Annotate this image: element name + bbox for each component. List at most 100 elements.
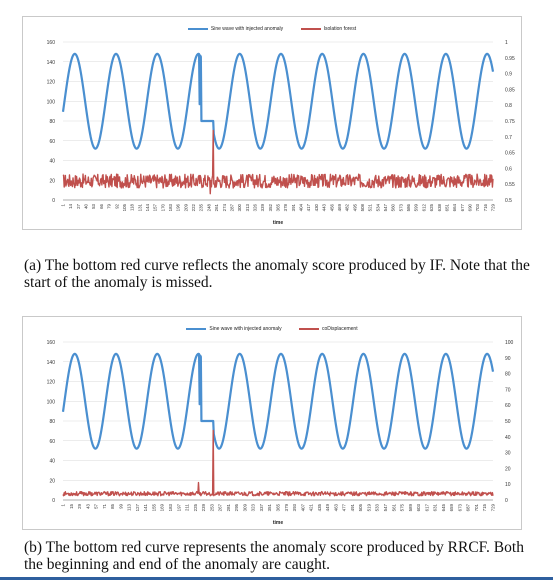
x-tick-label: 281 xyxy=(226,503,231,511)
x-tick-label: 638 xyxy=(437,203,442,211)
series-line-sine xyxy=(61,52,495,150)
x-axis-title: time xyxy=(273,520,284,526)
x-axis-title: time xyxy=(273,220,284,226)
x-tick-label: 560 xyxy=(391,203,396,211)
y-right-tick-label: 0 xyxy=(505,498,508,504)
x-tick-label: 391 xyxy=(291,203,296,211)
x-tick-label: 40 xyxy=(84,203,89,208)
legend-item-isolation-forest: Isolation forest xyxy=(300,26,356,32)
x-tick-label: 313 xyxy=(245,203,250,211)
x-tick-label: 651 xyxy=(444,203,449,211)
x-tick-label: 589 xyxy=(408,503,413,511)
y-left-tick-label: 20 xyxy=(49,178,55,184)
x-tick-label: 337 xyxy=(259,503,264,511)
x-tick-label: 495 xyxy=(352,203,357,211)
x-tick-label: 404 xyxy=(299,203,304,211)
x-tick-label: 664 xyxy=(452,203,457,211)
x-tick-label: 27 xyxy=(76,203,81,208)
x-tick-label: 105 xyxy=(122,203,127,211)
y-right-tick-label: 80 xyxy=(505,372,511,378)
x-tick-label: 197 xyxy=(176,503,181,511)
y-right-tick-label: 0.9 xyxy=(505,72,512,78)
x-tick-label: 309 xyxy=(242,503,247,511)
x-tick-label: 323 xyxy=(251,503,256,511)
y-left-tick-label: 140 xyxy=(47,60,56,66)
y-left-tick-label: 80 xyxy=(49,419,55,425)
x-tick-label: 715 xyxy=(482,503,487,511)
x-tick-label: 209 xyxy=(183,203,188,211)
x-tick-label: 113 xyxy=(127,503,132,511)
y-right-tick-label: 10 xyxy=(505,482,511,488)
x-tick-label: 339 xyxy=(260,203,265,211)
x-tick-label: 352 xyxy=(268,203,273,211)
x-tick-label: 326 xyxy=(252,203,257,211)
x-tick-label: 561 xyxy=(391,503,396,511)
x-tick-label: 1 xyxy=(61,203,66,206)
legend-item-sine: Sine wave with injected anomaly xyxy=(186,326,282,332)
y-left-tick-label: 100 xyxy=(47,399,56,405)
x-tick-label: 521 xyxy=(368,203,373,211)
x-tick-label: 612 xyxy=(421,203,426,211)
x-tick-label: 469 xyxy=(337,203,342,211)
x-tick-label: 703 xyxy=(475,203,480,211)
x-tick-label: 701 xyxy=(474,503,479,511)
series-line-score xyxy=(62,429,494,497)
y-left-tick-label: 80 xyxy=(49,119,55,125)
x-tick-label: 127 xyxy=(135,503,140,511)
x-tick-label: 575 xyxy=(400,503,405,511)
x-tick-label: 508 xyxy=(360,203,365,211)
x-tick-label: 617 xyxy=(424,503,429,511)
x-tick-label: 131 xyxy=(137,203,142,211)
x-tick-label: 295 xyxy=(234,503,239,511)
x-tick-label: 378 xyxy=(283,203,288,211)
x-tick-label: 169 xyxy=(160,503,165,511)
x-tick-label: 99 xyxy=(118,503,123,508)
chart-panel-rrcf: Sine wave with injected anomaly coDispla… xyxy=(22,316,522,530)
x-tick-label: 267 xyxy=(218,503,223,511)
chart-legend: Sine wave with injected anomaly Isolatio… xyxy=(23,26,521,32)
x-tick-label: 449 xyxy=(325,503,330,511)
x-tick-label: 421 xyxy=(309,503,314,511)
figure-caption-a: (a) The bottom red curve reflects the an… xyxy=(24,257,530,291)
x-tick-label: 435 xyxy=(317,503,322,511)
x-tick-label: 482 xyxy=(345,203,350,211)
y-right-tick-label: 0.8 xyxy=(505,103,512,109)
x-tick-label: 573 xyxy=(398,203,403,211)
y-right-tick-label: 0.75 xyxy=(505,119,515,125)
y-left-tick-label: 160 xyxy=(47,340,56,346)
y-left-tick-label: 40 xyxy=(49,159,55,165)
x-tick-label: 687 xyxy=(466,503,471,511)
x-tick-label: 222 xyxy=(191,203,196,211)
x-tick-label: 729 xyxy=(491,503,496,511)
line-chart-if: 0204060801001201401600.50.550.60.650.70.… xyxy=(47,40,515,226)
x-tick-label: 365 xyxy=(276,203,281,211)
x-tick-label: 71 xyxy=(102,503,107,508)
y-right-tick-label: 20 xyxy=(505,466,511,472)
x-tick-label: 211 xyxy=(185,503,190,511)
x-tick-label: 430 xyxy=(314,203,319,211)
x-tick-label: 239 xyxy=(201,503,206,511)
y-left-tick-label: 0 xyxy=(52,198,55,204)
y-right-tick-label: 0.95 xyxy=(505,56,515,62)
figure-caption-b: (b) The bottom red curve represents the … xyxy=(24,539,524,573)
x-tick-label: 196 xyxy=(176,203,181,211)
x-tick-label: 443 xyxy=(322,203,327,211)
y-right-tick-label: 60 xyxy=(505,403,511,409)
x-tick-label: 274 xyxy=(222,203,227,211)
x-tick-label: 235 xyxy=(199,203,204,211)
x-tick-label: 533 xyxy=(375,503,380,511)
y-left-tick-label: 160 xyxy=(47,40,56,46)
x-tick-label: 491 xyxy=(350,503,355,511)
y-left-tick-label: 0 xyxy=(52,498,55,504)
x-tick-label: 248 xyxy=(206,203,211,211)
x-tick-label: 659 xyxy=(449,503,454,511)
x-tick-label: 141 xyxy=(143,503,148,511)
x-tick-label: 253 xyxy=(209,503,214,511)
x-tick-label: 144 xyxy=(145,203,150,211)
y-left-tick-label: 140 xyxy=(47,360,56,366)
x-tick-label: 690 xyxy=(467,203,472,211)
x-tick-label: 183 xyxy=(168,503,173,511)
x-tick-label: 631 xyxy=(433,503,438,511)
x-tick-label: 183 xyxy=(168,203,173,211)
y-right-tick-label: 50 xyxy=(505,419,511,425)
